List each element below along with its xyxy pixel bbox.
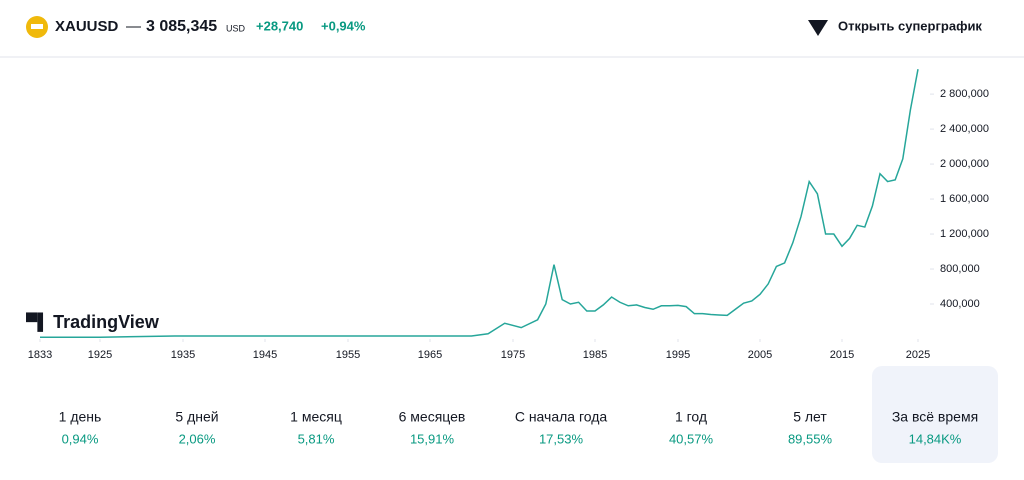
period-change[interactable]: 89,55% bbox=[788, 431, 833, 446]
y-tick-label: 800,000 bbox=[940, 263, 980, 275]
x-tick-label: 1925 bbox=[88, 349, 112, 361]
period-change[interactable]: 5,81% bbox=[298, 431, 335, 446]
y-tick-label: 2 000,000 bbox=[940, 158, 989, 170]
change-pct: +0,94% bbox=[321, 18, 366, 33]
price: 3 085,345 bbox=[146, 18, 217, 35]
x-tick-label: 2005 bbox=[748, 349, 772, 361]
period-change[interactable]: 40,57% bbox=[669, 431, 714, 446]
y-tick-label: 2 400,000 bbox=[940, 123, 989, 135]
x-tick-label: 1833 bbox=[28, 349, 52, 361]
dash: — bbox=[126, 18, 141, 35]
period-change[interactable]: 2,06% bbox=[179, 431, 216, 446]
period-label[interactable]: С начала года bbox=[515, 409, 608, 425]
period-label[interactable]: 1 день bbox=[59, 409, 102, 425]
period-label[interactable]: 5 лет bbox=[793, 409, 827, 425]
logo: ▀▌ TradingView bbox=[26, 312, 160, 332]
symbol: XAUUSD bbox=[55, 18, 119, 35]
period-change[interactable]: 17,53% bbox=[539, 431, 584, 446]
period-label[interactable]: 1 месяц bbox=[290, 409, 342, 425]
x-tick-label: 2015 bbox=[830, 349, 854, 361]
currency: USD bbox=[226, 23, 246, 33]
symbol-icon-bar bbox=[31, 24, 43, 29]
period-label[interactable]: 1 год bbox=[675, 409, 707, 425]
x-tick-label: 1975 bbox=[501, 349, 525, 361]
open-button[interactable]: Открыть суперграфик bbox=[838, 18, 982, 33]
period-label[interactable]: За всё время bbox=[892, 409, 978, 425]
y-tick-label: 1 600,000 bbox=[940, 193, 989, 205]
period-label[interactable]: 6 месяцев bbox=[399, 409, 466, 425]
logo-text: TradingView bbox=[53, 312, 160, 332]
period-label[interactable]: 5 дней bbox=[175, 409, 218, 425]
x-tick-label: 1965 bbox=[418, 349, 442, 361]
open-icon[interactable] bbox=[808, 20, 828, 36]
x-tick-label: 1995 bbox=[666, 349, 690, 361]
x-tick-label: 1985 bbox=[583, 349, 607, 361]
price-line bbox=[40, 69, 919, 339]
period-change[interactable]: 14,84K% bbox=[909, 431, 962, 446]
x-tick-label: 2025 bbox=[906, 349, 930, 361]
y-tick-label: 400,000 bbox=[940, 298, 980, 310]
x-tick-label: 1935 bbox=[171, 349, 195, 361]
x-tick-label: 1955 bbox=[336, 349, 360, 361]
selected-period-bg bbox=[872, 366, 998, 463]
y-tick-label: 1 200,000 bbox=[940, 228, 989, 240]
period-change[interactable]: 0,94% bbox=[62, 431, 99, 446]
x-tick-label: 1945 bbox=[253, 349, 277, 361]
change: +28,740 bbox=[256, 18, 303, 33]
y-tick-label: 2 800,000 bbox=[940, 88, 989, 100]
period-change[interactable]: 15,91% bbox=[410, 431, 455, 446]
